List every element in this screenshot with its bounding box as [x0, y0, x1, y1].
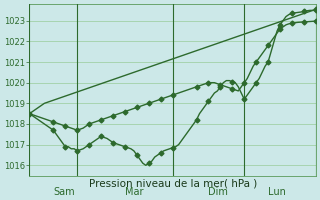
X-axis label: Pression niveau de la mer( hPa ): Pression niveau de la mer( hPa ) [89, 178, 257, 188]
Text: Mar: Mar [125, 187, 143, 197]
Text: Lun: Lun [268, 187, 286, 197]
Text: Dim: Dim [208, 187, 228, 197]
Text: Sam: Sam [53, 187, 75, 197]
